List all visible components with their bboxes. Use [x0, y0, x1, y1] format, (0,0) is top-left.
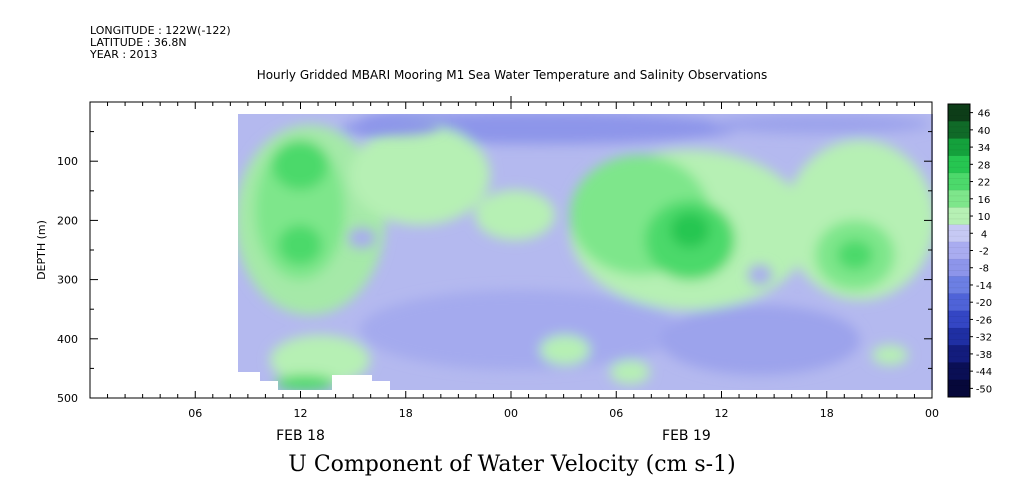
x-tick-label: 00 [925, 407, 939, 420]
colorbar-swatch [948, 362, 970, 381]
y-axis: 100 200 300 400 500 [57, 101, 932, 405]
y-tick-label: 400 [57, 333, 78, 346]
colorbar-label: -26 [976, 315, 992, 326]
y-tick-label: 300 [57, 274, 78, 287]
x-tick-label: 12 [294, 407, 308, 420]
colorbar: 46 40 34 28 22 16 10 4 -2 -8 -14 -20 -26 -32 -38 -44 -50 [947, 103, 992, 398]
latitude-label: LATITUDE : 36.8N [90, 36, 187, 49]
colorbar-swatch [948, 241, 970, 260]
colorbar-swatch [948, 155, 970, 174]
x-tick-label: 00 [504, 407, 518, 420]
colorbar-label: 46 [978, 109, 991, 120]
colorbar-swatch [948, 121, 970, 139]
colorbar-label: -8 [979, 264, 989, 275]
x-tick-label: 12 [715, 407, 729, 420]
x-axis: 06 12 18 00 06 12 18 00 FEB 18 FEB 19 [89, 96, 939, 444]
colorbar-label: 28 [978, 160, 991, 171]
colorbar-swatch [948, 190, 970, 208]
colorbar-label: -50 [976, 384, 992, 395]
colorbar-swatch [948, 293, 970, 312]
year-label: YEAR : 2013 [90, 48, 158, 61]
colorbar-label: -20 [976, 298, 992, 309]
colorbar-label: 16 [978, 195, 991, 206]
colorbar-label: -38 [976, 350, 992, 361]
x-tick-label: 18 [820, 407, 834, 420]
colorbar-label: -44 [976, 367, 992, 378]
y-tick-label: 100 [57, 155, 78, 168]
colorbar-label: -32 [976, 333, 992, 344]
colorbar-swatch [948, 310, 970, 329]
longitude-label: LONGITUDE : 122W(-122) [90, 24, 231, 37]
colorbar-label: 34 [978, 143, 991, 154]
velocity-field [238, 114, 933, 390]
colorbar-label: 10 [978, 212, 991, 223]
colorbar-swatch [948, 328, 970, 346]
x-tick-label: 06 [188, 407, 202, 420]
colorbar-swatch [948, 276, 970, 295]
colorbar-swatch [948, 224, 970, 243]
y-axis-label: DEPTH (m) [35, 220, 48, 280]
colorbar-swatch [948, 379, 970, 398]
chart-title: Hourly Gridded MBARI Mooring M1 Sea Wate… [256, 68, 768, 82]
missing-data [260, 381, 278, 390]
colorbar-swatch [948, 138, 970, 157]
colorbar-swatch [948, 104, 970, 122]
colorbar-swatch [948, 172, 970, 191]
colorbar-label: 4 [981, 229, 987, 240]
x-axis-title: U Component of Water Velocity (cm s-1) [288, 452, 736, 477]
colorbar-swatch [948, 345, 970, 364]
missing-data [332, 375, 372, 390]
x-date-label: FEB 18 [276, 428, 325, 444]
y-tick-label: 500 [57, 392, 78, 405]
y-tick-label: 200 [57, 214, 78, 227]
colorbar-label: 40 [978, 126, 991, 137]
colorbar-label: 22 [978, 178, 991, 189]
missing-data [238, 372, 260, 390]
colorbar-label: -2 [979, 247, 989, 258]
colorbar-swatch [948, 259, 970, 277]
colorbar-label: -14 [976, 281, 992, 292]
x-date-label: FEB 19 [662, 428, 711, 444]
x-tick-label: 18 [399, 407, 413, 420]
x-tick-label: 06 [609, 407, 623, 420]
colorbar-swatch [948, 207, 970, 226]
missing-data [372, 381, 390, 390]
